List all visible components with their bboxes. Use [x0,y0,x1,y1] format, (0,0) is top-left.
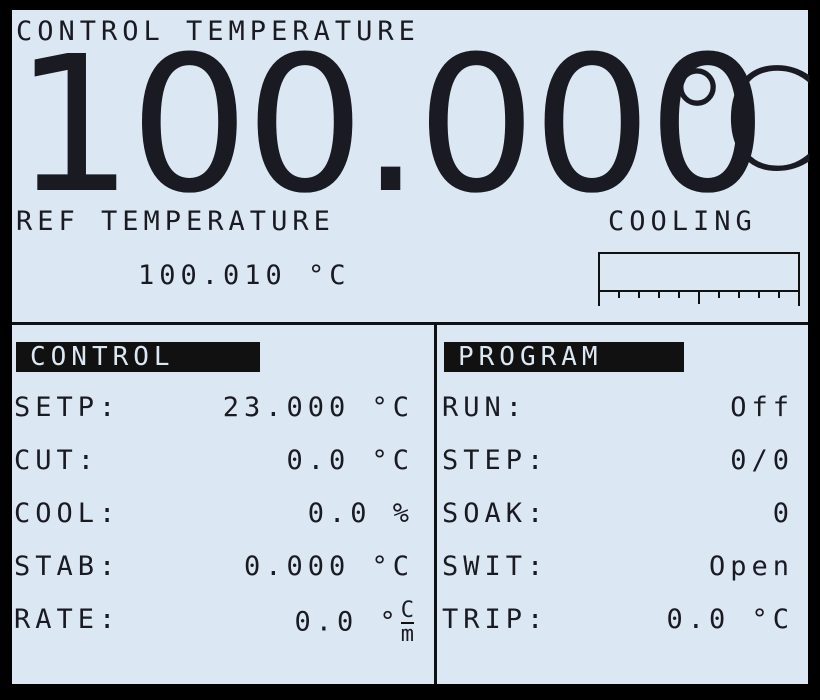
row-label: TRIP: [442,604,549,635]
row-label: RATE: [14,604,121,635]
row-value: Open [709,547,794,587]
control-temperature: 100.000 [14,16,767,235]
panel-title: CONTROL [16,342,260,372]
divider [12,322,808,325]
row-label: RUN: [442,392,528,423]
value-text: Open [708,551,794,582]
value-text: 0/0 [730,445,794,476]
unit-part: C [400,598,414,624]
row-label: CUT: [14,445,100,476]
row-label: STEP: [442,445,549,476]
panel-row: STAB: 0.000 °C [14,547,414,587]
panel-row: SETP: 23.000 °C [14,388,414,428]
row-label: COOL: [14,498,121,529]
value-text: 0.0 ° [294,606,401,638]
gauge-ticks [598,291,800,306]
value-text: 23.000 °C [222,392,414,423]
divider [434,325,437,684]
row-label: SOAK: [442,498,549,529]
unit-part: m [400,622,414,647]
panel-row: RUN: Off [442,388,794,428]
cooling-gauge [598,252,800,306]
panel-row: SOAK: 0 [442,494,794,534]
panel-row: STEP: 0/0 [442,441,794,481]
row-value: 0.0 °C [666,600,794,640]
temperature-unit: ℃ [662,40,820,203]
value-text: 0.0 % [307,498,414,529]
row-label: SWIT: [442,551,549,582]
row-value: Off [730,388,794,428]
value-text: 0.0 °C [286,445,414,476]
ref-label: REF TEMPERATURE [16,206,335,237]
row-value: 0/0 [730,441,794,481]
row-value: 0 [773,494,794,534]
header-title: CONTROL TEMPERATURE [16,16,420,47]
cooling-label: COOLING [608,206,757,237]
row-value: 0.0 % [308,494,414,534]
panel-row: CUT: 0.0 °C [14,441,414,481]
panel-row: COOL: 0.0 % [14,494,414,534]
gauge-box [598,252,800,292]
panel-row: SWIT: Open [442,547,794,587]
value-text: Off [730,392,794,423]
row-value: 0.0 °C [286,441,414,481]
panel-title: PROGRAM [444,342,684,372]
row-value: 0.000 °C [244,547,414,587]
value-text: 0 [772,498,794,529]
row-value: 23.000 °C [223,388,414,428]
value-text: 0.0 °C [666,604,794,635]
row-label: STAB: [14,551,121,582]
value-text: 0.000 °C [243,551,414,582]
row-label: SETP: [14,392,121,423]
ref-value: 100.010 °C [138,260,351,291]
lcd: CONTROL TEMPERATURE 100.000 ℃ REF TEMPER… [12,10,819,684]
panel-row: TRIP: 0.0 °C [442,600,794,640]
